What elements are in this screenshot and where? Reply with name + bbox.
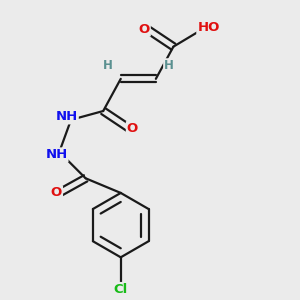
Text: H: H bbox=[164, 59, 174, 72]
Text: H: H bbox=[103, 59, 112, 72]
Text: NH: NH bbox=[45, 148, 68, 161]
Text: Cl: Cl bbox=[114, 283, 128, 296]
Text: O: O bbox=[127, 122, 138, 135]
Text: O: O bbox=[51, 186, 62, 200]
Text: O: O bbox=[139, 22, 150, 36]
Text: HO: HO bbox=[197, 21, 220, 34]
Text: NH: NH bbox=[56, 110, 78, 123]
